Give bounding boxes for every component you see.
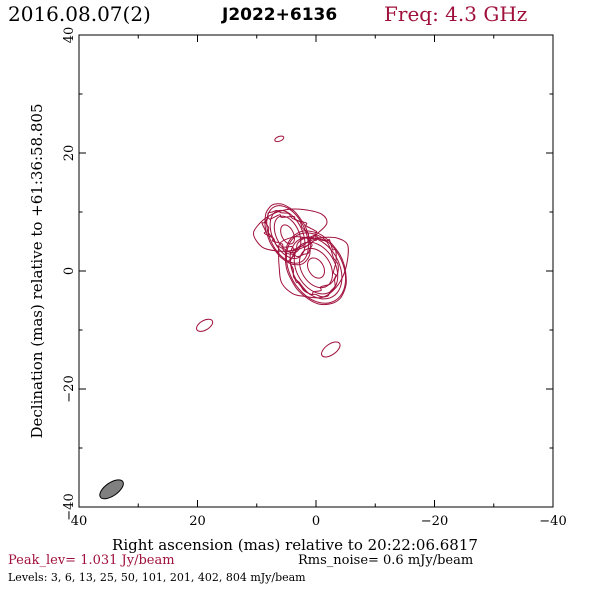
x-tick-label: −40 bbox=[539, 514, 566, 529]
x-tick-label: 40 bbox=[71, 514, 88, 529]
contour-jet-level-25 bbox=[264, 203, 311, 266]
y-tick-label: −40 bbox=[62, 493, 77, 520]
contour-jet-level-101 bbox=[269, 209, 306, 260]
contour-core-level-50 bbox=[285, 232, 347, 304]
contour-jet-level-50 bbox=[266, 205, 309, 264]
isolated-contour bbox=[321, 341, 341, 358]
contour-core-level-3 bbox=[278, 236, 349, 299]
peak-level: Peak_lev= 1.031 Jy/beam bbox=[8, 553, 175, 568]
contour-levels: Levels: 3, 6, 13, 25, 50, 101, 201, 402,… bbox=[8, 571, 306, 584]
y-tick-label: −20 bbox=[62, 375, 77, 402]
x-tick-label: 0 bbox=[312, 514, 320, 529]
frequency-label: Freq: 4.3 GHz bbox=[384, 2, 528, 26]
x-tick-label: 20 bbox=[189, 514, 206, 529]
y-tick-label: 0 bbox=[62, 267, 77, 275]
axis-tick-labels: 40 20 0 −20 −40 −40 −20 0 20 40 bbox=[62, 27, 567, 529]
axis-ticks bbox=[78, 34, 554, 508]
y-tick-label: 40 bbox=[62, 27, 77, 44]
y-axis-label: Declination (mas) relative to +61:36:58.… bbox=[28, 103, 46, 438]
contour-core-level-402 bbox=[298, 247, 334, 289]
observation-date: 2016.08.07(2) bbox=[8, 2, 151, 26]
contour-core-level-6 bbox=[287, 238, 337, 296]
beam-ellipse bbox=[99, 479, 124, 500]
isolated-contour bbox=[196, 318, 214, 332]
plot-frame bbox=[78, 34, 554, 508]
y-tick-label: 20 bbox=[62, 145, 77, 162]
x-axis-label: Right ascension (mas) relative to 20:22:… bbox=[112, 536, 478, 554]
contour-jet-level-402 bbox=[280, 224, 295, 245]
contour-lines bbox=[252, 203, 349, 306]
contour-jet-level-6 bbox=[261, 214, 318, 250]
x-tick-label: −20 bbox=[421, 514, 448, 529]
isolated-contour bbox=[274, 135, 285, 143]
source-name: J2022+6136 bbox=[222, 5, 338, 25]
contour-jet-level-13 bbox=[265, 210, 313, 258]
rms-noise: Rms_noise= 0.6 mJy/beam bbox=[298, 553, 474, 568]
contour-jet-level-201 bbox=[273, 215, 302, 254]
contour-core-level-804 bbox=[307, 257, 325, 279]
beam-shape bbox=[99, 479, 124, 500]
contour-core-level-25 bbox=[284, 230, 347, 306]
isolated-contours bbox=[196, 135, 341, 358]
contour-jet-level-3 bbox=[252, 208, 328, 252]
